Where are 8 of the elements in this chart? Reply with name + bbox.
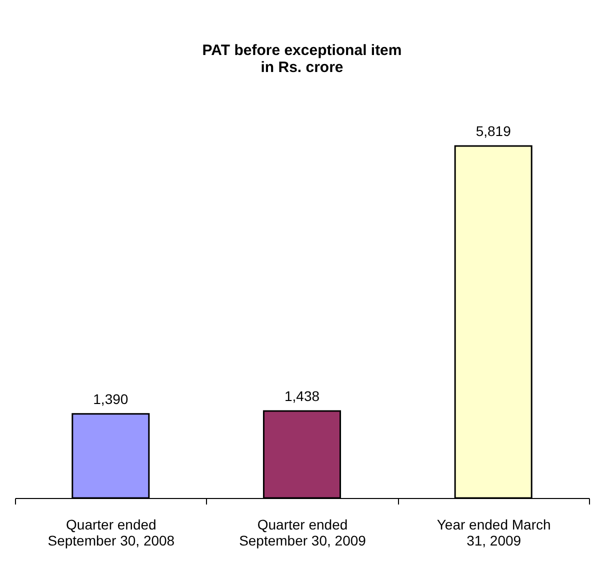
data-label: 1,390	[93, 390, 128, 407]
text: PAT before exceptional item	[202, 42, 402, 59]
data-label: 5,819	[476, 122, 512, 139]
x-tick-label: Quarter ended September 30, 2008	[48, 516, 175, 548]
x-tick-label: Quarter ended September 30, 2009	[239, 516, 366, 548]
text: in Rs. crore	[260, 58, 344, 76]
x-tick-label: Year ended March 31, 2009	[436, 516, 551, 548]
data-label: 1,438	[284, 388, 320, 404]
